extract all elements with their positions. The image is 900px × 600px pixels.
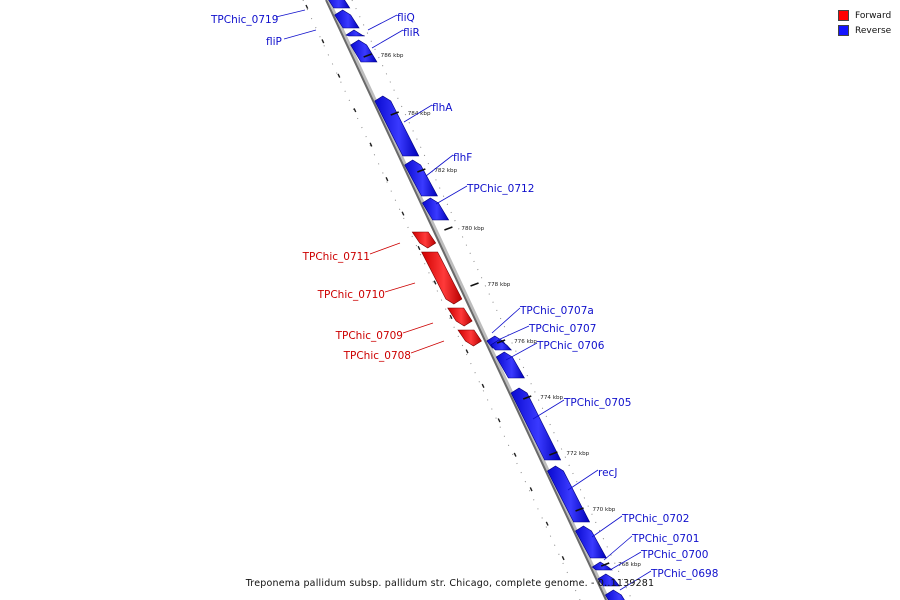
gene-block-flhf[interactable] bbox=[404, 159, 438, 197]
outer-dotted-track bbox=[351, 0, 633, 600]
gene-block-tpchic_0709[interactable] bbox=[447, 307, 473, 327]
gene-label-tpchic_0710[interactable]: TPChic_0710 bbox=[317, 289, 385, 301]
gene-label-tpchic_0701[interactable]: TPChic_0701 bbox=[631, 533, 699, 545]
gene-label-tpchic_0712[interactable]: TPChic_0712 bbox=[466, 183, 534, 195]
reverse-swatch bbox=[838, 25, 849, 36]
leader-line bbox=[567, 469, 599, 491]
gene-label-tpchic_0698[interactable]: TPChic_0698 bbox=[650, 568, 718, 580]
tick-label: 776 kbp bbox=[514, 339, 537, 345]
tick-mark bbox=[390, 111, 400, 116]
tick-mark bbox=[522, 395, 532, 400]
genome-backbone bbox=[325, 0, 607, 600]
leader-line bbox=[410, 340, 445, 354]
gene-label-tpchic_0706[interactable]: TPChic_0706 bbox=[536, 340, 605, 352]
leader-line bbox=[497, 325, 530, 341]
gene-label-tpchic_0700[interactable]: TPChic_0700 bbox=[640, 549, 708, 561]
gene-block-tpchic_0712[interactable] bbox=[421, 197, 450, 221]
gene-label-tpchic_0708[interactable]: TPChic_0708 bbox=[343, 350, 411, 362]
gene-block-fliq[interactable] bbox=[334, 9, 360, 29]
tick-label: 774 kbp bbox=[540, 395, 563, 401]
leader-line bbox=[591, 515, 623, 538]
gene-label-flhf[interactable]: flhF bbox=[453, 152, 472, 164]
gene-block-tpchic_0706[interactable] bbox=[495, 351, 525, 379]
tick-label: 786 kbp bbox=[381, 53, 404, 59]
gene-label-flip[interactable]: fliP bbox=[266, 36, 282, 48]
inner-dotted-track bbox=[302, 0, 581, 600]
leader-line bbox=[603, 535, 633, 561]
tick-mark bbox=[470, 282, 479, 287]
leader-line bbox=[425, 154, 454, 177]
leader-line bbox=[283, 29, 317, 40]
leader-line bbox=[619, 570, 652, 591]
gene-label-tpchic_0709[interactable]: TPChic_0709 bbox=[335, 330, 403, 342]
gene-block-tpchic_0707[interactable] bbox=[490, 339, 513, 351]
gene-block-flip[interactable] bbox=[345, 29, 365, 37]
gene-labels: TPChic_0719 fliQ fliP fliR flhA flhF TPChic_07… bbox=[210, 9, 718, 591]
gene-block-recj[interactable] bbox=[547, 465, 591, 523]
leader-line bbox=[403, 104, 433, 123]
leader-line bbox=[367, 14, 398, 31]
gene-label-flha[interactable]: flhA bbox=[432, 102, 453, 114]
gene-block-tpchic_0710[interactable] bbox=[421, 251, 463, 305]
tick-mark bbox=[600, 562, 610, 567]
gene-block-tpchic_0700[interactable] bbox=[597, 573, 621, 587]
leader-line bbox=[402, 322, 434, 334]
gene-block-tpchic_0705[interactable] bbox=[510, 387, 562, 461]
gene-label-tpchic_0707a[interactable]: TPChic_0707a bbox=[519, 305, 594, 317]
gene-block-tpchic_0698[interactable] bbox=[604, 589, 630, 600]
tick-mark bbox=[417, 168, 426, 173]
legend-reverse: Reverse bbox=[838, 23, 891, 38]
gene-label-tpchic_0719[interactable]: TPChic_0719 bbox=[210, 14, 278, 26]
legend-forward: Forward bbox=[838, 8, 891, 23]
legend-forward-label: Forward bbox=[855, 10, 892, 21]
leader-line bbox=[609, 551, 642, 571]
forward-swatch bbox=[838, 10, 849, 21]
tick-label: 768 kbp bbox=[618, 562, 641, 568]
gene-block-tpchic_0711[interactable] bbox=[411, 231, 437, 249]
tick-label: 770 kbp bbox=[593, 507, 616, 513]
tick-mark bbox=[363, 53, 372, 58]
gene-label-fliq[interactable]: fliQ bbox=[397, 12, 415, 24]
leader-line bbox=[275, 9, 306, 18]
leader-line bbox=[491, 307, 521, 334]
legend: Forward Reverse bbox=[838, 8, 891, 38]
gene-label-tpchic_0711[interactable]: TPChic_0711 bbox=[302, 251, 370, 263]
tick-mark bbox=[549, 451, 558, 456]
leader-line bbox=[369, 242, 401, 255]
gene-block-flir[interactable] bbox=[350, 39, 378, 63]
gene-block-tpchic_0708[interactable] bbox=[457, 329, 482, 347]
leader-line bbox=[371, 29, 404, 49]
map-caption: Treponema pallidum subsp. pallidum str. … bbox=[245, 578, 655, 589]
gene-block-tpchic_0702[interactable] bbox=[575, 525, 607, 559]
gene-block-tpchic_0719[interactable] bbox=[325, 0, 351, 9]
tick-label: 782 kbp bbox=[434, 168, 457, 174]
legend-reverse-label: Reverse bbox=[855, 25, 892, 36]
gene-label-tpchic_0707[interactable]: TPChic_0707 bbox=[528, 323, 596, 335]
tick-label: 780 kbp bbox=[461, 226, 484, 232]
genome-backbone-shadow bbox=[326, 0, 610, 600]
tick-mark bbox=[444, 226, 453, 231]
leader-line bbox=[384, 282, 416, 293]
leader-line bbox=[532, 399, 565, 420]
tick-mark bbox=[496, 339, 506, 344]
gene-label-tpchic_0705[interactable]: TPChic_0705 bbox=[563, 397, 631, 409]
tick-mark bbox=[575, 507, 584, 512]
gene-label-recj[interactable]: recJ bbox=[598, 467, 617, 479]
tick-label: 784 kbp bbox=[408, 111, 431, 117]
leader-line bbox=[435, 185, 468, 205]
gene-label-tpchic_0702[interactable]: TPChic_0702 bbox=[621, 513, 689, 525]
leader-line bbox=[505, 342, 538, 361]
scale-ticks: 786 kbp 784 kbp 782 kbp 780 kbp 778 kbp 776 k… bbox=[363, 53, 641, 568]
gene-label-flir[interactable]: fliR bbox=[403, 27, 420, 39]
tick-label: 772 kbp bbox=[566, 451, 589, 457]
tick-label: 778 kbp bbox=[488, 282, 511, 288]
gene-block-flha[interactable] bbox=[374, 95, 420, 157]
gene-blocks bbox=[325, 0, 630, 600]
